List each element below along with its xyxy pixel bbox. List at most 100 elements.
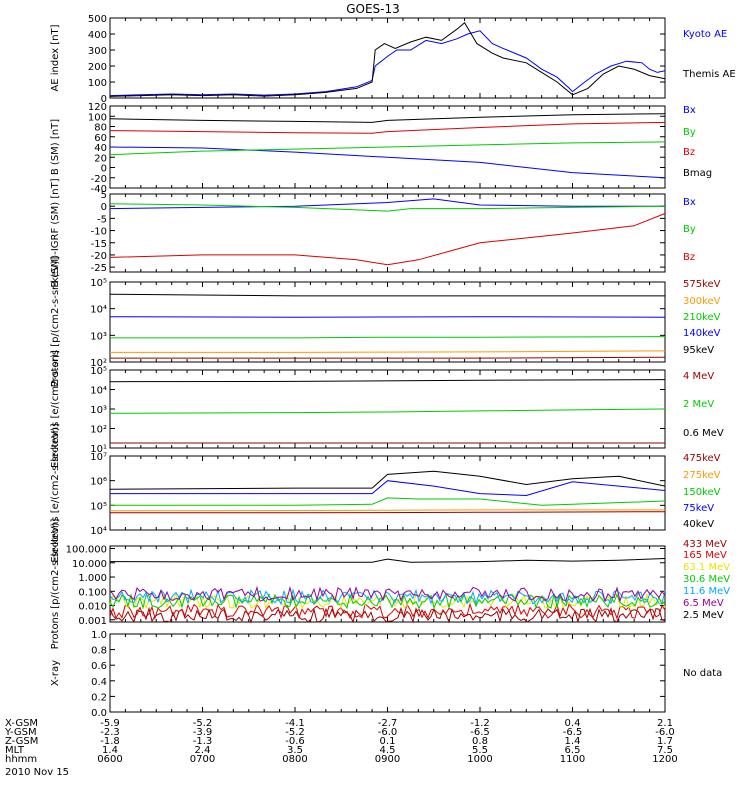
series-line-40kev [109, 470, 666, 490]
panel-frame [109, 17, 666, 99]
legend-6-5-mev: 6.5 MeV [683, 598, 724, 609]
series-line-30-6-mev [109, 592, 666, 610]
y-tick-label: 10² [90, 425, 107, 436]
y-axis-label: B (SM) [nT] [50, 119, 61, 175]
orbit-row-value: 5.5 [472, 745, 488, 756]
orbit-row-value: -2.3 [100, 727, 120, 738]
panel-5: 10¹ 10² 10³ 10⁴ 10⁵ Electrons [e/(cm2-s-sr)] 4… [50, 350, 724, 468]
legend-bx: Bx [683, 105, 696, 116]
orbit-row-value: 4.5 [380, 745, 396, 756]
y-tick-label: 100 [88, 112, 107, 123]
legend-140kev: 140keV [683, 328, 721, 339]
orbit-row-value: 0600 [97, 754, 122, 765]
y-tick-label: 0.2 [91, 692, 107, 703]
orbit-row-value: 1100 [560, 754, 585, 765]
series-line-2-5-mev [109, 558, 666, 563]
y-tick-label: 10⁵ [90, 278, 107, 289]
series-line-300kev [110, 350, 666, 353]
panel-6: 10⁴ 10⁵ 10⁶ 10⁷ Electrons [e/(cm2-s-sr-keV)]… [50, 423, 721, 562]
series-line-bx [109, 146, 666, 179]
orbit-row-value: 0700 [190, 754, 215, 765]
legend-165-mev: 165 MeV [683, 550, 727, 561]
y-axis-label: Electrons [e/(cm2-s-sr-keV)] [50, 423, 61, 562]
legend-bmag: Bmag [683, 168, 712, 179]
y-tick-label: 10³ [90, 405, 107, 416]
series-line-0-6-mev [109, 379, 666, 383]
series-line-by [109, 203, 666, 212]
orbit-row-value: -5.2 [193, 718, 213, 729]
legend-bx: Bx [683, 197, 696, 208]
orbit-row-value: -6.0 [378, 727, 398, 738]
legend-by: By [683, 224, 696, 235]
legend-575kev: 575keV [683, 279, 721, 290]
y-axis-label: Electrons [e/(cm2-s-sr)] [50, 350, 61, 468]
y-tick-label: 200 [88, 62, 107, 73]
orbit-row-value: 0900 [375, 754, 400, 765]
no-data-note: No data [683, 668, 722, 679]
orbit-row-value: 1.4 [565, 736, 581, 747]
y-tick-label: -20 [91, 251, 107, 262]
orbit-row-value: 0.4 [565, 718, 581, 729]
orbit-row-value: -1.2 [470, 718, 490, 729]
y-tick-label: 1.000 [78, 573, 107, 584]
series-line-433-mev [109, 606, 666, 624]
panel-frame [109, 545, 666, 623]
series-line-themis-ae [109, 22, 666, 97]
panel-1: 0 100 200 300 400 500 AE index [nT] Kyoto AE The… [50, 14, 736, 105]
y-tick-label: 5 [101, 190, 107, 201]
panel-frame [109, 633, 666, 713]
orbit-row-value: -1.8 [100, 736, 120, 747]
series-line-11-6-mev [109, 588, 666, 606]
legend-by: By [683, 127, 696, 138]
series-line-bz [109, 121, 666, 134]
y-tick-label: 10⁵ [90, 501, 107, 512]
y-tick-label: 120 [88, 102, 107, 113]
y-tick-label: 300 [88, 46, 107, 57]
series-line-210kev [110, 336, 666, 339]
panel-frame [109, 455, 666, 531]
orbit-row-value: 1.7 [657, 736, 673, 747]
orbit-row-value: -0.6 [285, 736, 305, 747]
y-tick-label: 0.0 [91, 708, 107, 719]
legend-bz: Bz [683, 147, 695, 158]
y-tick-label: -40 [91, 184, 107, 195]
series-line-575kev [110, 356, 666, 359]
legend-0-6-mev: 0.6 MeV [683, 428, 724, 439]
legend-95kev: 95keV [683, 345, 714, 356]
orbit-row-label: MLT [5, 745, 25, 756]
orbit-row-label: hhmm [5, 754, 37, 765]
legend-themis-ae: Themis AE [682, 69, 736, 80]
series-line-bx [109, 198, 665, 210]
legend-bz: Bz [683, 252, 695, 263]
orbit-row-value: 0800 [282, 754, 307, 765]
orbit-row-value: -6.5 [563, 727, 583, 738]
series-line-275kev [109, 509, 665, 512]
legend-63-1-mev: 63.1 MeV [683, 562, 730, 573]
orbit-row-value: -5.9 [100, 718, 120, 729]
series-line-by [109, 141, 666, 156]
orbit-row-value: -5.2 [285, 727, 305, 738]
orbit-row-value: -4.1 [285, 718, 305, 729]
panel-frame [109, 281, 666, 363]
y-tick-label: -20 [91, 174, 107, 185]
y-tick-label: -10 [91, 227, 107, 238]
series-line-95kev [109, 293, 665, 297]
y-axis-label: X-ray [50, 660, 61, 686]
legend-475kev: 475keV [683, 453, 721, 464]
orbit-row-value: 7.5 [657, 745, 673, 756]
chart-title: GOES-13 [346, 2, 400, 16]
y-tick-label: 10.000 [72, 559, 107, 570]
series-line-140kev [109, 316, 666, 318]
legend-40kev: 40keV [683, 519, 714, 530]
orbit-row-value: 6.5 [565, 745, 581, 756]
orbit-row-value: -6.5 [470, 727, 490, 738]
y-tick-label: 10² [90, 358, 107, 369]
y-tick-label: 10⁶ [90, 477, 107, 488]
y-axis-label: Protons [p/(cm2-s-sr-keV)] [50, 257, 61, 388]
y-tick-label: 0.010 [78, 602, 107, 613]
y-tick-label: 0.4 [91, 677, 107, 688]
panel-8: 0.0 0.2 0.4 0.6 0.8 1.0 X-ray No data [50, 630, 722, 719]
